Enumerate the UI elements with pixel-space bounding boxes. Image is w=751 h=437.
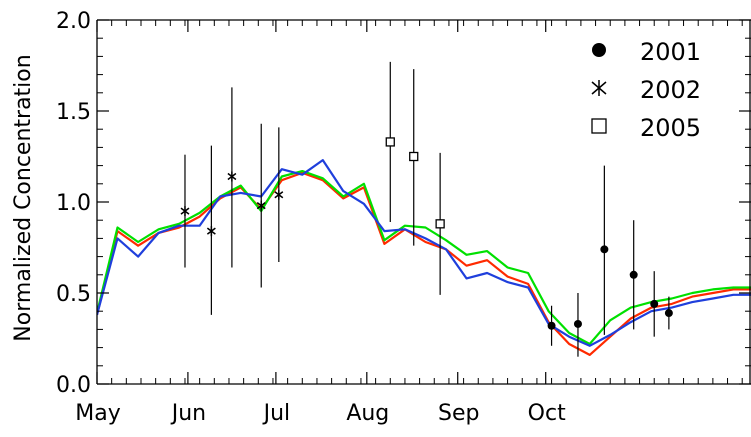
y-tick-label-4: 1.5 — [56, 100, 91, 125]
model-line-1 — [97, 171, 751, 356]
legend-marker-2005 — [591, 118, 607, 134]
legend-label-2001: 2001 — [640, 38, 701, 66]
data-point-2001-2 — [573, 319, 582, 328]
data-point-2005-2 — [409, 151, 419, 162]
data-point-2001-3 — [600, 245, 609, 254]
data-point-2002-3 — [227, 171, 237, 182]
data-point-2002-4 — [256, 200, 266, 211]
plot-content — [97, 61, 751, 357]
data-point-2005-3 — [435, 219, 445, 229]
plot-area — [97, 61, 751, 357]
axes: 0.0 0.5 1.0 1.5 2.0 May Jun Jul Aug Sep Oct — [56, 9, 751, 426]
legend-marker-2002 — [591, 80, 607, 96]
data-point-2002-5 — [274, 189, 284, 200]
x-tick-label-6: Oct — [528, 401, 566, 426]
data-point-2002-4-d2 — [256, 202, 266, 210]
model-line-3 — [97, 159, 751, 347]
x-tick-label-2: Jun — [170, 401, 206, 426]
y-tick-label-2: 0.5 — [56, 282, 91, 307]
y-tick-label-5: 2.0 — [56, 9, 91, 34]
data-point-2002-3-d2 — [227, 172, 237, 181]
x-tick-label-5: Sep — [438, 401, 479, 426]
data-point-2001-5 — [650, 299, 659, 308]
data-point-2002-2-d2 — [206, 227, 216, 235]
data-point-2005-1 — [385, 137, 395, 147]
legend-marker-2001 — [592, 43, 606, 57]
legend: 2001 2002 2005 — [591, 38, 701, 142]
y-tick-label-3: 1.0 — [56, 191, 91, 216]
legend-marker-2002-d2 — [591, 81, 607, 95]
legend-label-2005: 2005 — [640, 114, 701, 142]
data-point-2002-5-d2 — [274, 191, 284, 199]
data-point-2002-1-d2 — [180, 207, 190, 215]
y-tick-label-1: 0.0 — [56, 373, 91, 398]
data-point-2002-1 — [180, 206, 190, 217]
x-tick-label-1: May — [75, 401, 120, 426]
data-point-2001-4 — [629, 270, 638, 279]
x-tick-label-3: Jul — [262, 401, 291, 426]
y-axis-title: Normalized Concentration — [11, 54, 36, 341]
data-point-2001-1 — [547, 321, 556, 330]
data-point-2001-6 — [664, 309, 673, 318]
model-line-2 — [97, 170, 751, 346]
data-point-2002-2 — [206, 226, 216, 237]
x-tick-label-4: Aug — [346, 401, 389, 426]
legend-label-2002: 2002 — [640, 76, 701, 104]
